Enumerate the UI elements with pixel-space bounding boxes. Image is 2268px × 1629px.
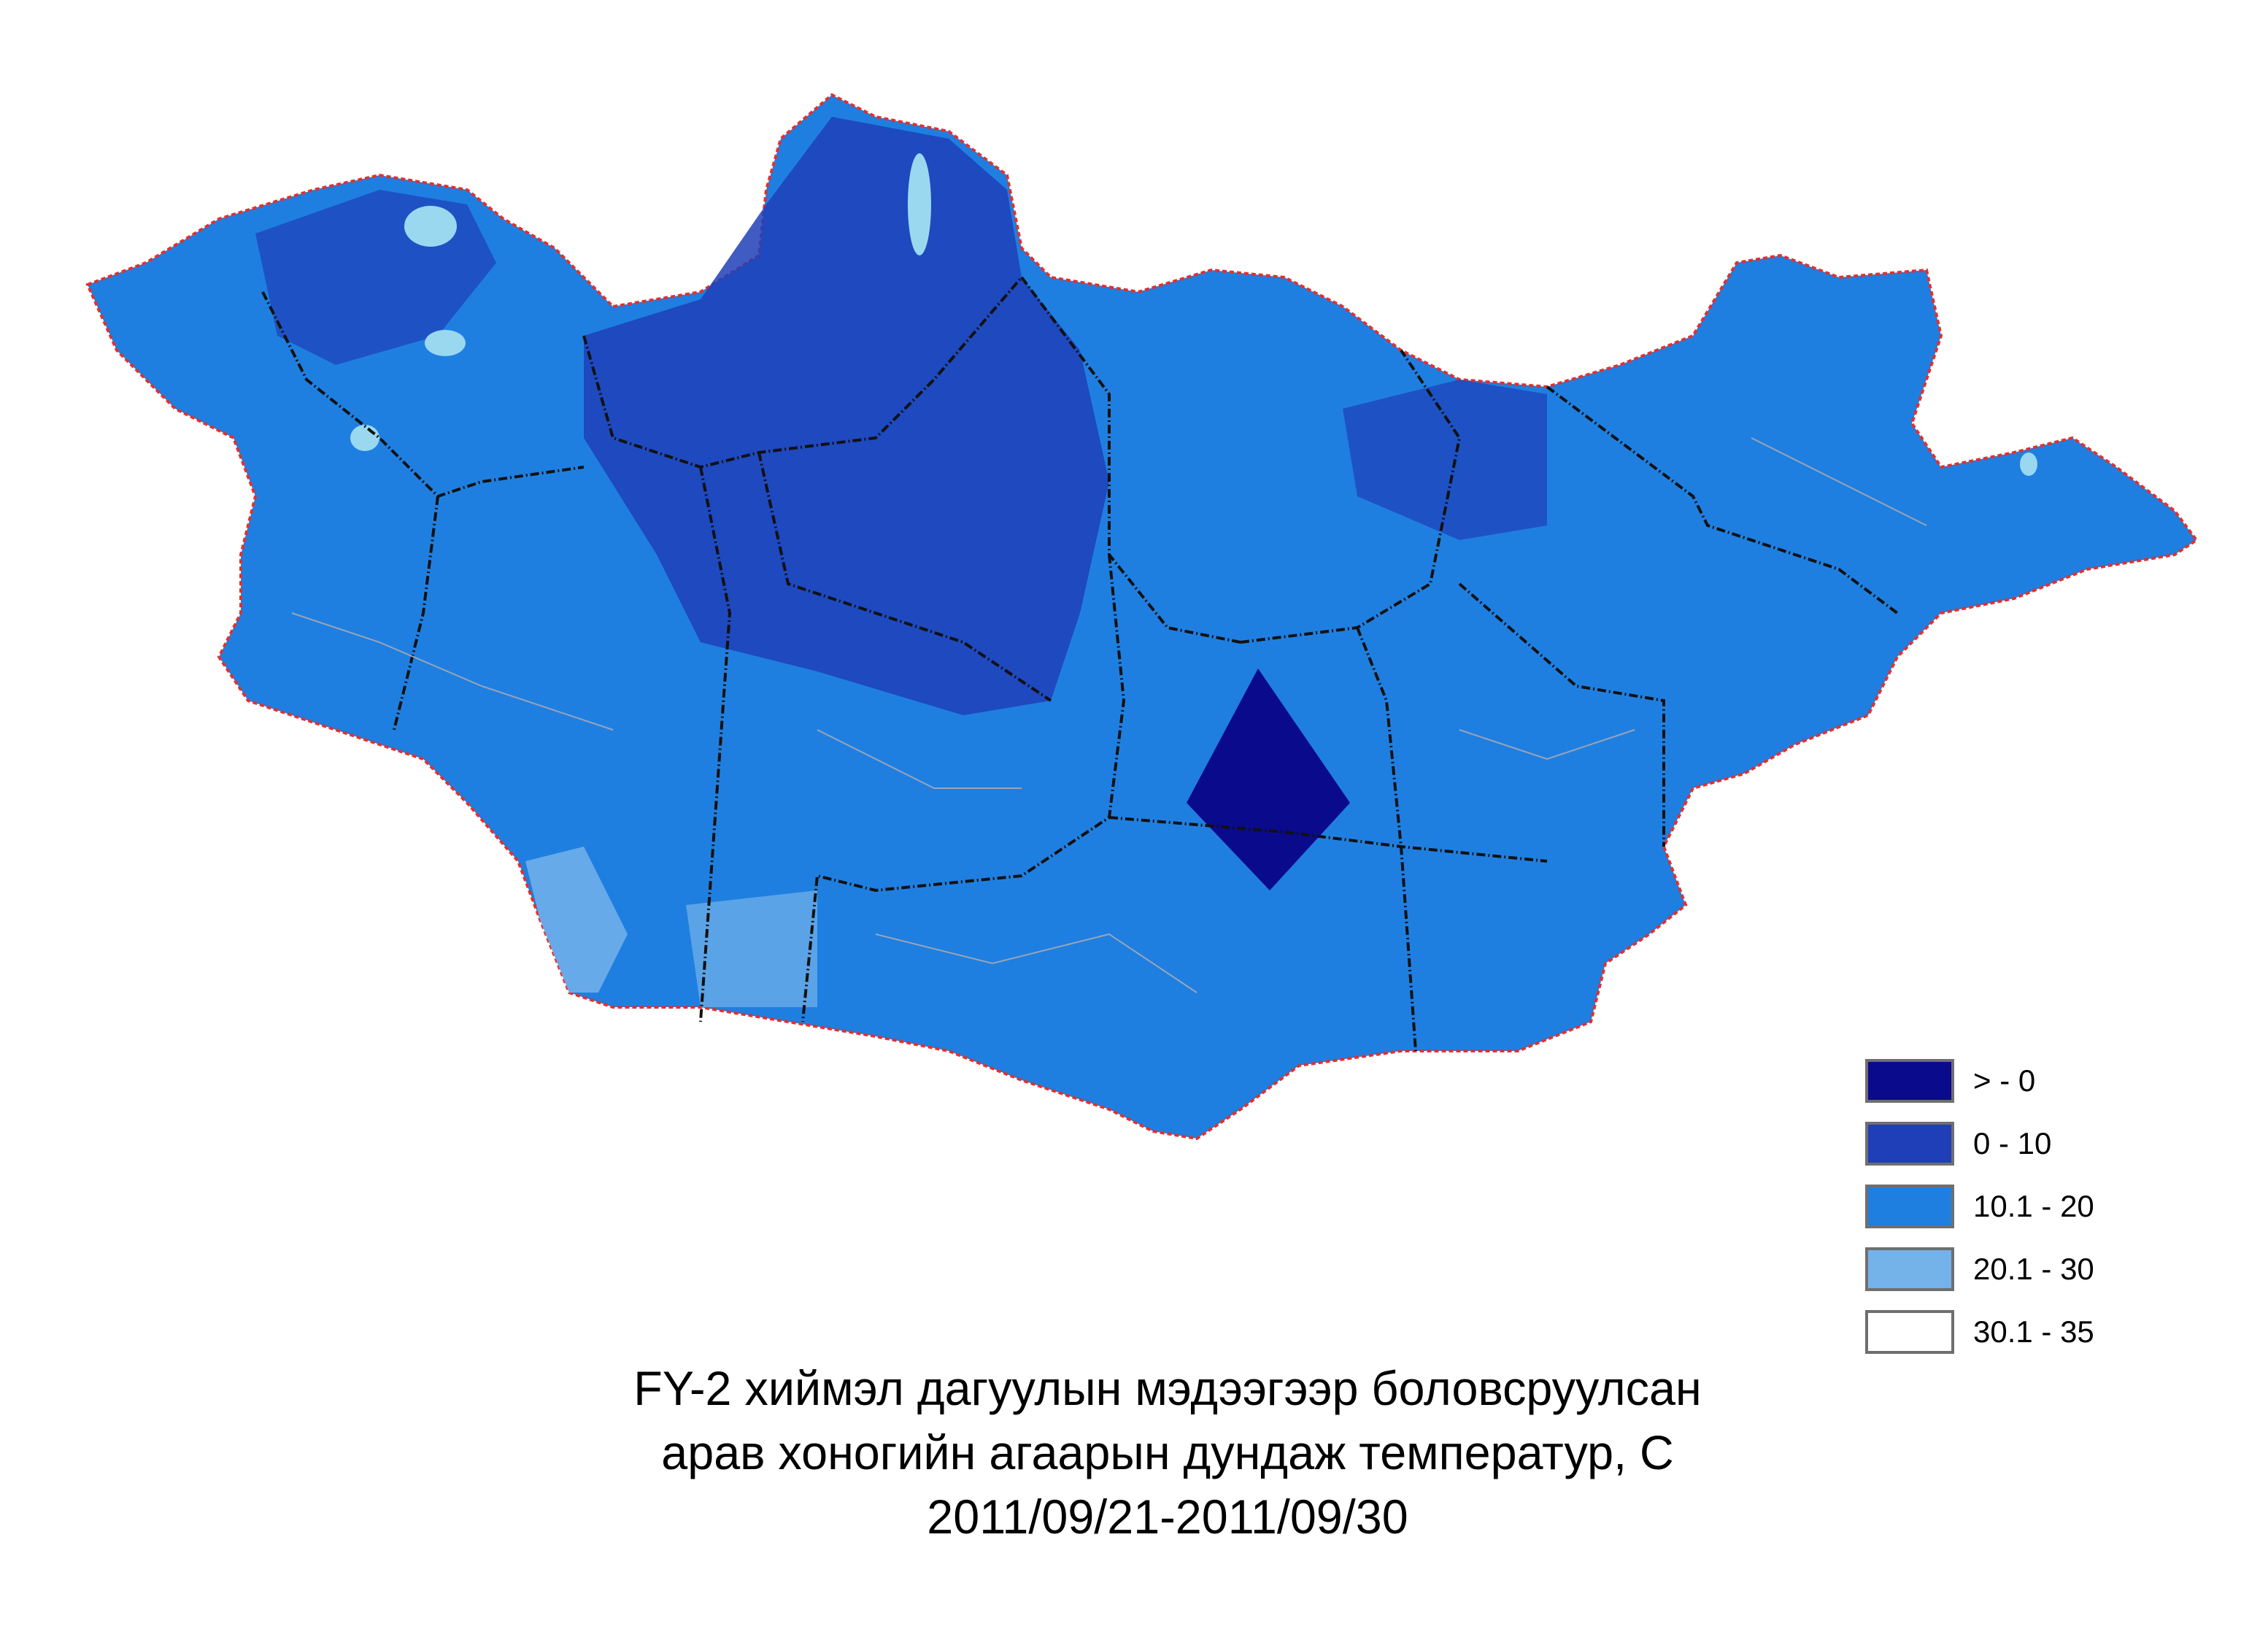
lake-khuvsgul bbox=[908, 153, 931, 255]
legend-item: 10.1 - 20 bbox=[1865, 1175, 2094, 1238]
title-line-3: 2011/09/21-2011/09/30 bbox=[927, 1490, 1408, 1544]
title-line-2: арав хоногийн агаарын дундаж температур,… bbox=[661, 1425, 1674, 1479]
warm-region-south bbox=[686, 890, 817, 1007]
lake-khyargas bbox=[425, 330, 466, 356]
warm-region-southwest bbox=[525, 847, 628, 993]
aimag-borders bbox=[261, 276, 1899, 1052]
cold-region-north bbox=[584, 117, 1109, 715]
map-title: FY-2 хиймэл дагуулын мэдээгээр боловсруу… bbox=[23, 1356, 2268, 1549]
legend-label: 20.1 - 30 bbox=[1973, 1252, 2094, 1286]
lake-khar-us bbox=[350, 425, 379, 451]
legend-label: 10.1 - 20 bbox=[1973, 1189, 2094, 1223]
legend-label: 30.1 - 35 bbox=[1973, 1314, 2094, 1349]
legend-label: 0 - 10 bbox=[1973, 1126, 2052, 1160]
soum-borders bbox=[291, 437, 1927, 993]
legend-swatch bbox=[1865, 1185, 1954, 1228]
legend-swatch bbox=[1865, 1310, 1954, 1354]
legend-item: 30.1 - 35 bbox=[1865, 1301, 2094, 1363]
legend: > - 0 0 - 10 10.1 - 20 20.1 - 30 30.1 - … bbox=[1865, 1050, 2094, 1363]
cold-region-east-central bbox=[1343, 380, 1547, 540]
legend-item: 20.1 - 30 bbox=[1865, 1238, 2094, 1301]
lake-uvs bbox=[404, 206, 457, 247]
legend-swatch bbox=[1865, 1122, 1954, 1166]
legend-item: > - 0 bbox=[1865, 1050, 2094, 1112]
legend-swatch bbox=[1865, 1247, 1954, 1291]
legend-swatch bbox=[1865, 1059, 1954, 1103]
legend-item: 0 - 10 bbox=[1865, 1112, 2094, 1175]
legend-label: > - 0 bbox=[1973, 1063, 2036, 1098]
title-line-1: FY-2 хиймэл дагуулын мэдээгээр боловсруу… bbox=[633, 1361, 1702, 1415]
lake-buir bbox=[2020, 452, 2037, 476]
